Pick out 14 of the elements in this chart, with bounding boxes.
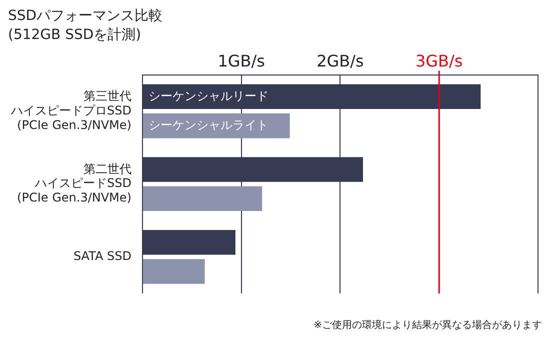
chart-title: SSDパフォーマンス比較: [8, 8, 163, 24]
text: ※ご使用の環境により結果が異なる場合があります: [312, 318, 542, 332]
y-tick-label: SATA SSD: [73, 249, 132, 264]
bar: [142, 259, 205, 284]
y-tick-label: 第二世代ハイスピードSSD (PCIe Gen.3/NVMe): [17, 162, 132, 205]
x-tick-label: 2GB/s: [316, 51, 364, 70]
series-label: シーケンシャルライト: [148, 118, 268, 132]
chart-subtitle: (512GB SSDを計測): [8, 26, 142, 43]
bar: [142, 186, 262, 212]
x-tick-label: 3GB/s: [415, 51, 463, 70]
y-tick-label: 第三世代ハイスピードプロSSD (PCIe Gen.3/NVMe): [10, 88, 132, 132]
bar: [142, 113, 290, 138]
series-label: シーケンシャルリード: [148, 88, 268, 103]
x-tick-label: 1GB/s: [218, 51, 265, 70]
